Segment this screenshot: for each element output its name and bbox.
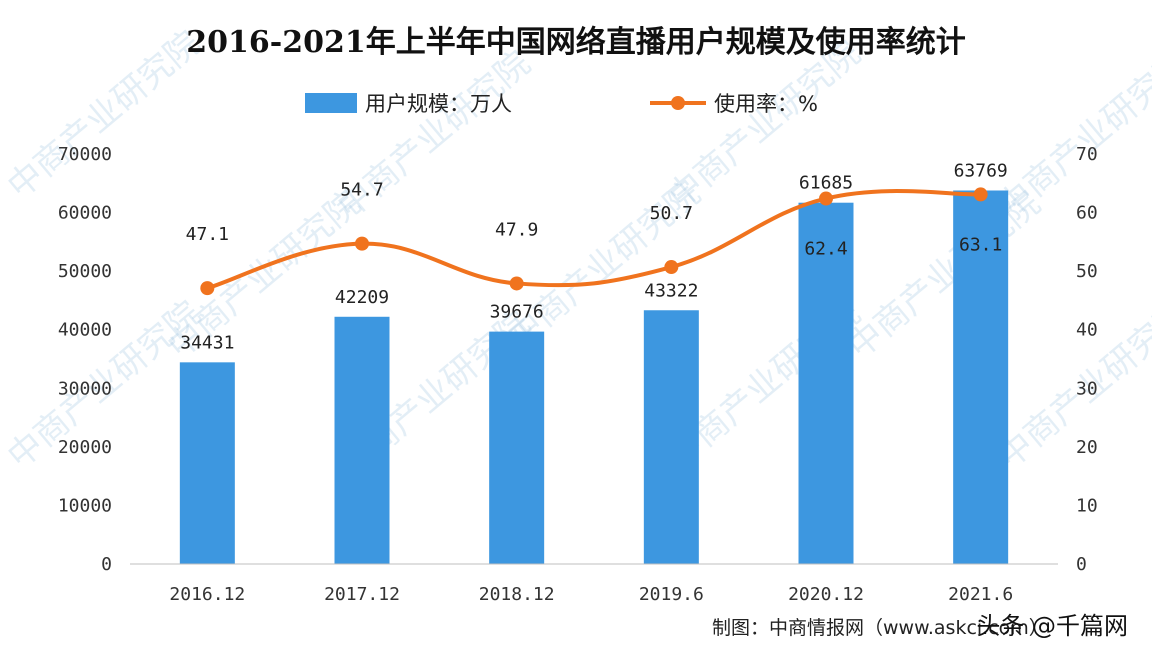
x-axis-tick-label: 2020.12 (788, 584, 864, 605)
right-axis-tick-label: 50 (1076, 261, 1098, 282)
right-axis-tick-label: 0 (1076, 554, 1087, 575)
left-axis-tick-label: 70000 (58, 144, 112, 165)
x-axis-tick-label: 2018.12 (479, 584, 555, 605)
right-axis-tick-label: 70 (1076, 144, 1098, 165)
legend-line-marker (671, 96, 685, 110)
bar-value-label: 34431 (180, 332, 234, 353)
line-value-label: 54.7 (340, 180, 383, 201)
right-axis-tick-label: 30 (1076, 378, 1098, 399)
line-point (973, 187, 988, 202)
bar-data-labels: 34431 42209 39676 43322 61685 63769 (180, 160, 1008, 353)
line-path (206, 189, 981, 291)
brand-mark: 头条 @千篇网 (976, 612, 1128, 640)
x-axis-tick-label: 2017.12 (324, 584, 400, 605)
bar-value-label: 42209 (335, 287, 389, 308)
legend-bar-swatch (305, 93, 357, 113)
line-point (664, 260, 679, 275)
right-axis-tick-label: 20 (1076, 437, 1098, 458)
watermark-text: 中商产业研究院 (840, 183, 1048, 367)
right-axis-tick-label: 40 (1076, 320, 1098, 341)
left-axis-ticks: 0 10000 20000 30000 40000 50000 60000 70000 (58, 144, 112, 575)
left-axis-tick-label: 30000 (58, 378, 112, 399)
line-value-label: 50.7 (650, 203, 693, 224)
bar-value-label: 39676 (490, 302, 544, 323)
left-axis-tick-label: 40000 (58, 320, 112, 341)
right-axis-tick-label: 10 (1076, 495, 1098, 516)
line-value-label: 63.1 (959, 234, 1002, 255)
x-axis-tick-label: 2019.6 (639, 584, 704, 605)
legend-line-label: 使用率：% (714, 92, 818, 116)
bar-value-label: 63769 (954, 160, 1008, 181)
bar-series (179, 190, 1009, 564)
legend-bar-label: 用户规模：万人 (365, 92, 512, 116)
bar (179, 362, 235, 564)
chart-title: 2016-2021年上半年中国网络直播用户规模及使用率统计 (186, 25, 965, 60)
watermark-text: 中商产业研究院 (990, 293, 1152, 477)
bar (334, 316, 390, 564)
bar (953, 190, 1009, 564)
source-credit: 制图：中商情报网（www.askci.com） (712, 617, 1048, 639)
line-data-labels: 47.1 54.7 47.9 50.7 62.4 63.1 (186, 180, 1003, 260)
legend: 用户规模：万人 使用率：% (305, 92, 818, 116)
x-axis-tick-label: 2021.6 (948, 584, 1013, 605)
bar (798, 202, 854, 564)
bar-value-label: 61685 (799, 173, 853, 194)
bar (489, 331, 545, 564)
bar (643, 310, 699, 564)
watermark-text: 中商产业研究院 (0, 23, 208, 207)
left-axis-tick-label: 20000 (58, 437, 112, 458)
line-point (355, 236, 369, 251)
line-value-label: 47.9 (495, 219, 538, 240)
left-axis-tick-label: 0 (101, 554, 112, 575)
bar-value-label: 43322 (644, 280, 698, 301)
line-point (200, 281, 215, 296)
x-axis-ticks: 2016.12 2017.12 2018.12 2019.6 2020.12 2021.6 (169, 584, 1013, 605)
right-axis-ticks: 0 10 20 30 40 50 60 70 (1076, 144, 1098, 575)
left-axis-tick-label: 60000 (58, 203, 112, 224)
line-point (509, 276, 524, 291)
line-value-label: 47.1 (186, 224, 229, 245)
left-axis-tick-label: 50000 (58, 261, 112, 282)
left-axis-tick-label: 10000 (58, 495, 112, 516)
line-series (200, 187, 988, 296)
right-axis-tick-label: 60 (1076, 203, 1098, 224)
line-value-label: 62.4 (804, 239, 847, 260)
line-point (819, 191, 833, 206)
x-axis-tick-label: 2016.12 (169, 584, 245, 605)
